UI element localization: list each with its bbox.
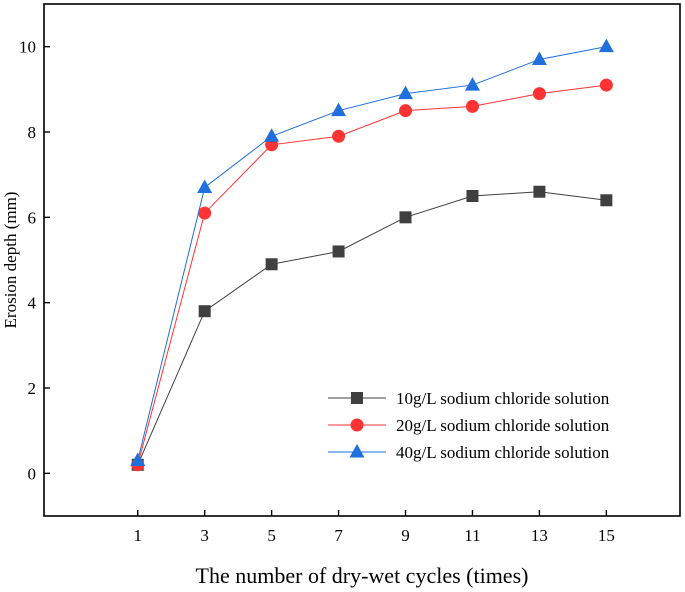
x-tick-label: 3	[200, 526, 209, 545]
data-point	[398, 85, 414, 100]
x-tick-label: 7	[334, 526, 343, 545]
data-point	[264, 128, 280, 142]
data-point	[399, 211, 412, 224]
data-point	[332, 129, 346, 143]
legend-entry: 20g/L sodium chloride solution	[328, 416, 610, 435]
y-axis-label: Erosion depth (mm)	[1, 192, 20, 329]
legend-label: 20g/L sodium chloride solution	[396, 416, 610, 435]
legend-marker	[351, 392, 363, 404]
x-tick-label: 11	[464, 526, 480, 545]
data-point	[130, 452, 146, 467]
x-tick-label: 13	[531, 526, 548, 545]
legend-label: 10g/L sodium chloride solution	[396, 389, 610, 408]
plot-frame	[43, 3, 681, 517]
data-point	[265, 258, 278, 271]
y-tick-label: 2	[28, 379, 37, 398]
data-point	[599, 78, 613, 92]
data-point	[532, 87, 546, 101]
x-axis-label: The number of dry-wet cycles (times)	[196, 563, 529, 588]
data-point	[464, 77, 480, 91]
data-point	[332, 245, 345, 258]
series-line	[137, 84, 607, 465]
data-point	[531, 51, 547, 65]
y-tick-label: 6	[28, 208, 37, 227]
data-point	[600, 194, 613, 207]
y-axis: 0 2 4 6 8 10	[19, 38, 50, 483]
legend-entry: 10g/L sodium chloride solution	[328, 389, 610, 408]
data-point	[598, 38, 614, 53]
x-axis: 1 3 5 7 9 11 13 15	[133, 510, 615, 545]
legend-label: 40g/L sodium chloride solution	[396, 443, 610, 462]
data-point	[198, 305, 211, 318]
x-tick-label: 5	[267, 526, 276, 545]
y-tick-label: 10	[19, 38, 36, 57]
y-tick-label: 4	[28, 294, 37, 313]
x-tick-label: 15	[598, 526, 615, 545]
data-point	[466, 190, 479, 202]
data-point	[465, 99, 479, 113]
y-tick-label: 8	[28, 123, 37, 142]
x-tick-label: 9	[401, 526, 410, 545]
legend-marker	[349, 444, 365, 458]
series-line	[137, 46, 607, 461]
y-tick-label: 0	[28, 464, 37, 483]
series-3	[130, 38, 614, 467]
x-tick-label: 1	[133, 526, 142, 545]
data-point	[198, 206, 212, 220]
legend-entry: 40g/L sodium chloride solution	[328, 443, 610, 462]
series-line	[137, 191, 607, 465]
legend: 10g/L sodium chloride solution 20g/L sodi…	[328, 389, 610, 462]
data-point	[331, 102, 347, 117]
series-layer	[130, 38, 614, 472]
series-2	[131, 78, 613, 472]
data-point	[533, 185, 546, 198]
data-point	[399, 104, 413, 118]
legend-marker	[350, 418, 364, 432]
data-point	[197, 179, 213, 193]
